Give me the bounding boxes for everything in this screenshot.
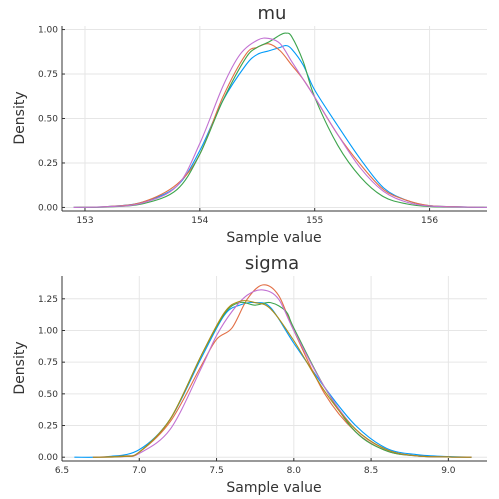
y-tick-labels: 0.00 0.25 0.50 0.75 1.00 1.25 (38, 295, 58, 463)
x-tick-label: 8.0 (287, 466, 302, 476)
mu-density-panel: mu 153 154 155 156 0.00 0.25 0.50 0.75 1.00 Sam… (12, 3, 488, 246)
y-tick-label: 0.75 (38, 358, 58, 368)
x-tick-label: 6.5 (55, 466, 69, 476)
x-tick-label: 7.5 (209, 466, 223, 476)
y-tick-label: 1.25 (38, 295, 58, 305)
y-tick-label: 1.00 (38, 26, 58, 36)
chart-title: sigma (245, 253, 299, 274)
x-tick-labels: 153 154 155 156 (76, 216, 438, 226)
gridlines (62, 26, 487, 211)
x-axis-label: Sample value (226, 230, 321, 246)
sigma-density-panel: sigma 6.5 7.0 7.5 8.0 8.5 9.0 0.00 0.25 0.50 0.7… (12, 253, 487, 496)
x-tick-label: 156 (421, 216, 438, 226)
y-tick-label: 0.75 (38, 70, 58, 80)
y-tick-label: 0.25 (38, 422, 58, 432)
density-line-2 (92, 284, 472, 458)
x-tick-label: 155 (306, 216, 323, 226)
density-line-5 (92, 300, 472, 458)
y-tick-label: 0.50 (38, 115, 58, 125)
y-tick-labels: 0.00 0.25 0.50 0.75 1.00 (38, 26, 58, 214)
x-tick-label: 9.0 (441, 466, 456, 476)
density-line-3 (73, 32, 488, 208)
density-line-1 (74, 301, 472, 458)
y-tick-label: 0.00 (38, 203, 58, 213)
y-tick-label: 0.00 (38, 453, 58, 463)
density-series-group (74, 284, 472, 458)
y-axis-label: Density (12, 341, 28, 394)
density-line-4 (92, 289, 472, 458)
x-tick-labels: 6.5 7.0 7.5 8.0 8.5 9.0 (55, 466, 456, 476)
axes (61, 276, 487, 462)
x-tick-label: 7.0 (132, 466, 147, 476)
y-axis-label: Density (12, 91, 28, 144)
density-series-group (73, 32, 488, 208)
axes (61, 26, 487, 212)
y-tick-label: 0.25 (38, 159, 58, 169)
y-tick-label: 0.50 (38, 390, 58, 400)
x-tick-label: 8.5 (364, 466, 378, 476)
density-line-4 (73, 37, 488, 208)
x-tick-label: 154 (191, 216, 208, 226)
y-tick-label: 1.00 (38, 326, 58, 336)
x-axis-label: Sample value (226, 480, 321, 496)
x-tick-label: 153 (76, 216, 93, 226)
gridlines (61, 276, 487, 461)
chart-title: mu (258, 3, 287, 24)
density-line-2 (73, 43, 488, 208)
density-line-1 (73, 44, 488, 208)
